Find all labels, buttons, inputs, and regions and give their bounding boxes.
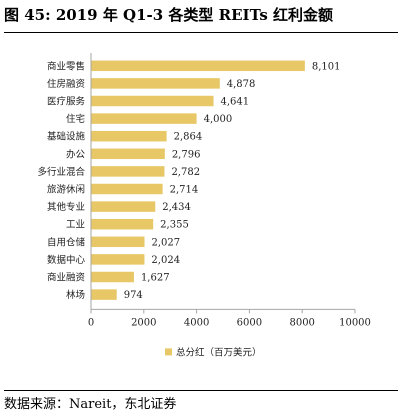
data-label: 2,434: [162, 202, 191, 213]
bar: [91, 201, 156, 212]
x-tick-label: 2000: [131, 317, 156, 328]
bar: [91, 254, 145, 265]
bar: [91, 166, 165, 177]
data-label: 4,000: [204, 114, 233, 125]
data-label: 1,627: [141, 273, 170, 284]
bar: [91, 95, 214, 107]
data-label: 2,864: [174, 132, 203, 143]
data-label: 4,878: [227, 79, 256, 90]
data-label: 2,796: [172, 149, 201, 160]
category-label: 商业融资: [47, 272, 86, 284]
category-label: 林场: [66, 289, 85, 301]
legend-swatch: [165, 348, 172, 356]
source-divider: [4, 390, 398, 391]
title-divider: [4, 32, 398, 33]
x-tick-label: 10000: [339, 317, 371, 328]
data-label: 2,355: [160, 220, 189, 231]
category-label: 自用仓储: [47, 236, 86, 248]
bar: [91, 113, 197, 124]
legend: 总分红（百万美元）: [165, 346, 262, 358]
category-label: 工业: [66, 220, 85, 231]
bar: [91, 148, 165, 160]
data-label: 2,714: [170, 185, 199, 196]
source-note: 数据来源：Nareit，东北证券: [4, 397, 177, 412]
bar: [91, 130, 167, 142]
category-label: 办公: [66, 148, 86, 160]
data-label: 2,782: [171, 167, 200, 178]
bar: [91, 183, 163, 195]
data-label: 8,101: [312, 61, 341, 72]
category-label: 医疗服务: [47, 96, 86, 108]
bar: [91, 236, 145, 248]
x-tick-label: 6000: [237, 317, 262, 328]
category-label: 基础设施: [47, 131, 86, 143]
category-label: 其他专业: [47, 201, 85, 213]
bar: [91, 78, 220, 89]
bar: [91, 271, 134, 283]
category-label: 住房融资: [47, 78, 86, 90]
data-label: 2,027: [152, 237, 181, 248]
chart-title: 图 45: 2019 年 Q1-3 各类型 REITs 红利金额: [4, 6, 334, 24]
data-label: 974: [124, 290, 143, 301]
category-label: 数据中心: [47, 254, 86, 266]
category-label: 住宅: [66, 113, 85, 125]
data-label: 2,024: [151, 255, 180, 266]
category-label: 旅游休闲: [47, 184, 85, 196]
legend-label: 总分红（百万美元）: [176, 346, 262, 358]
x-tick-label: 0: [88, 317, 94, 328]
bar-chart: 商业零售住房融资医疗服务住宅基础设施办公多行业混合旅游休闲其他专业工业自用仓储数…: [37, 53, 371, 358]
bar: [91, 289, 117, 300]
category-label: 多行业混合: [37, 166, 85, 178]
bar: [91, 60, 305, 72]
bar: [91, 218, 154, 230]
x-tick-label: 4000: [184, 317, 209, 328]
data-label: 4,641: [221, 97, 250, 108]
category-label: 商业零售: [47, 60, 85, 72]
x-tick-label: 8000: [289, 317, 314, 328]
